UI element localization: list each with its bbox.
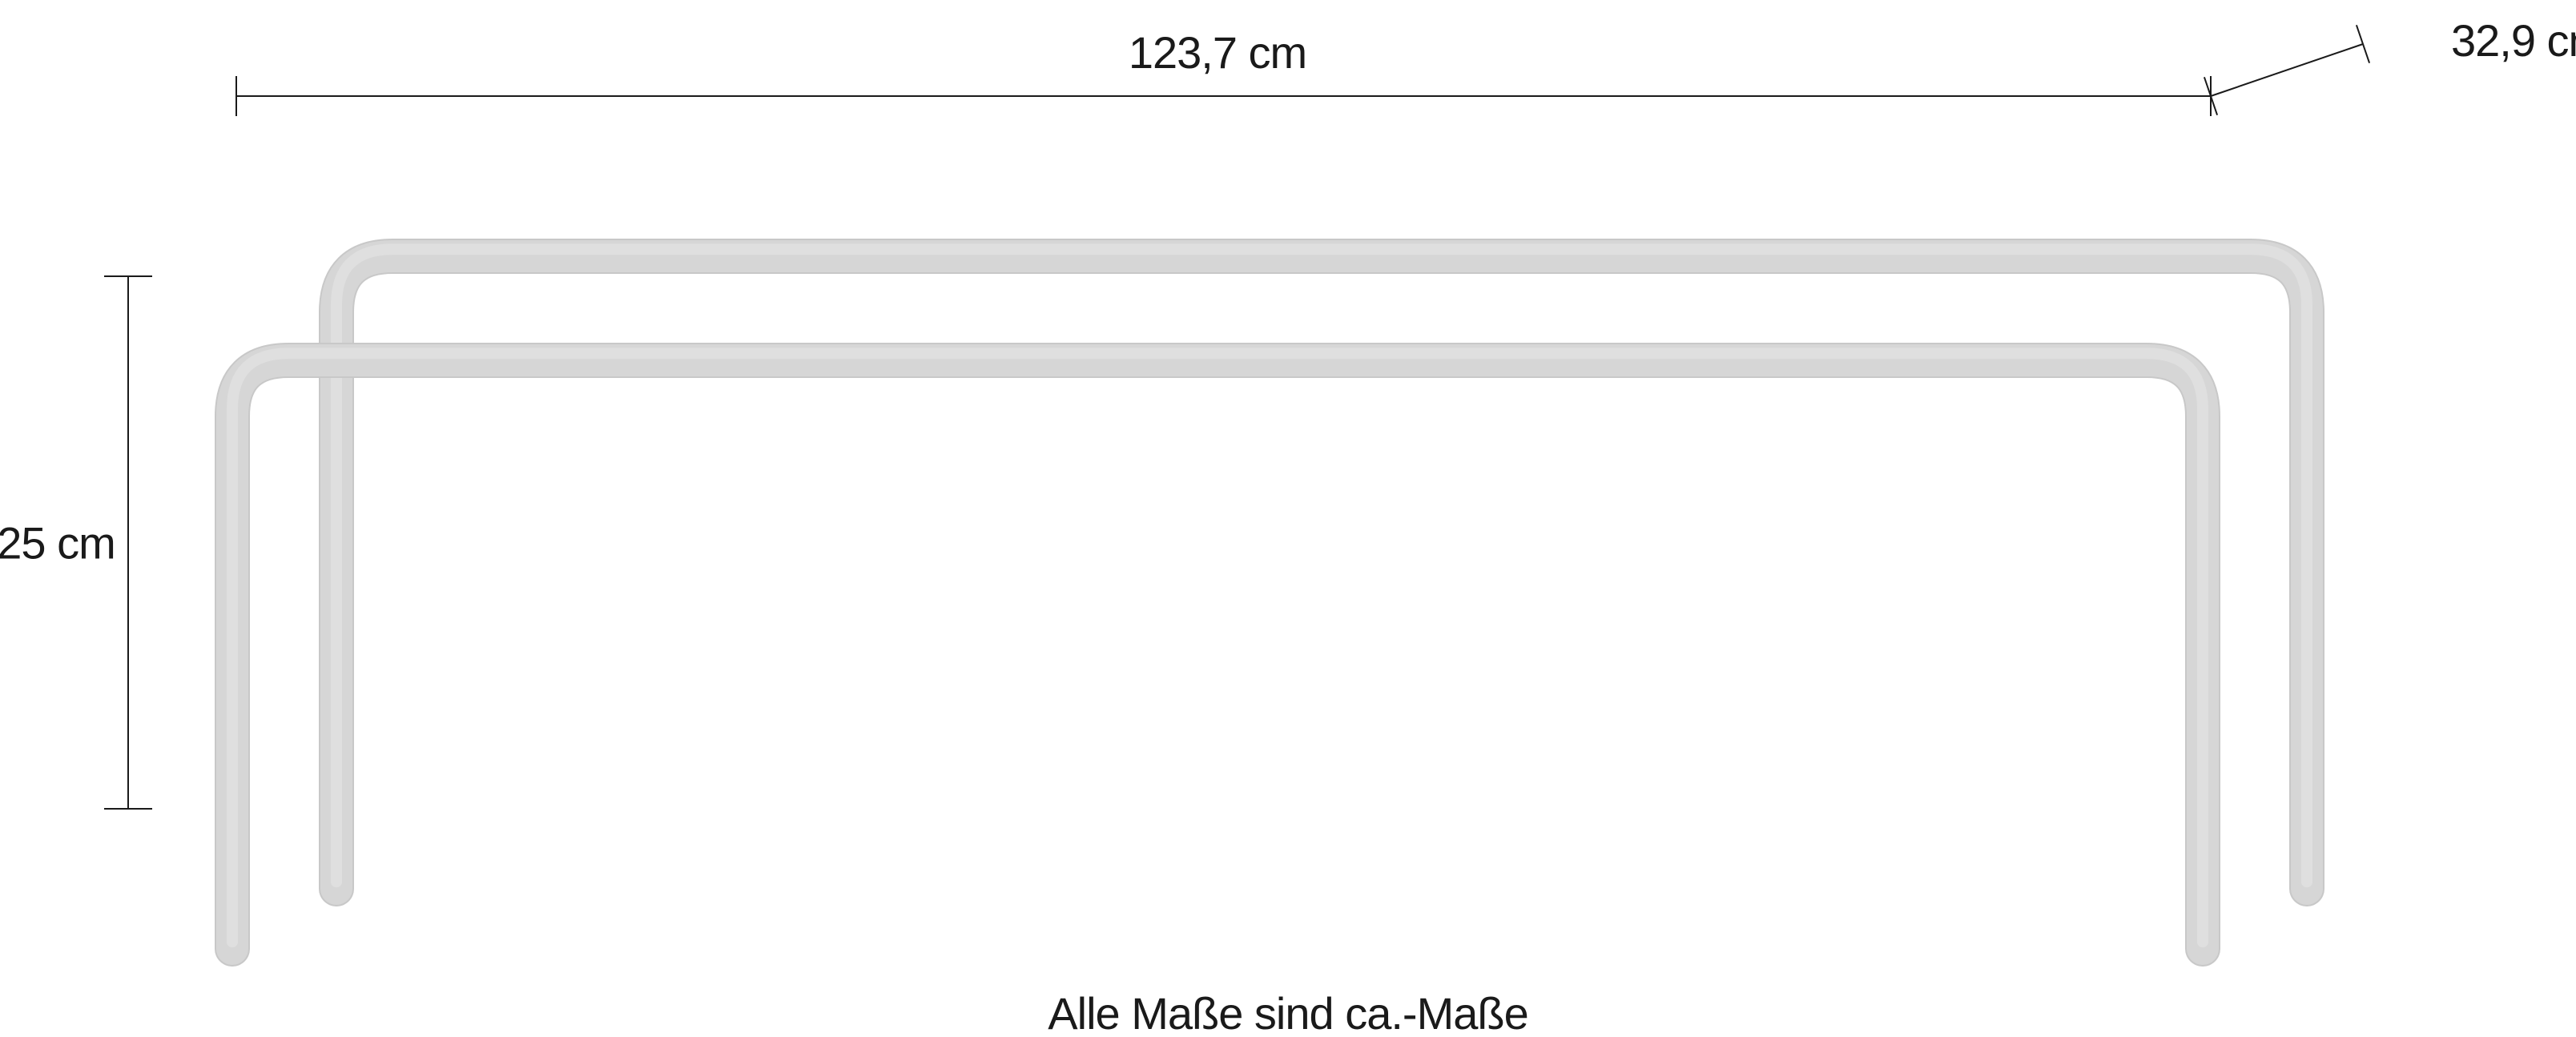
- dimension-diagram: 123,7 cm 32,9 cm 25 cm Alle Maße sind ca…: [0, 0, 2576, 1037]
- dimension-width: 123,7 cm: [236, 27, 2211, 116]
- dimension-width-label: 123,7 cm: [1129, 27, 1306, 78]
- dimension-height: 25 cm: [0, 276, 152, 809]
- dimension-depth-label: 32,9 cm: [2451, 15, 2576, 66]
- diagram-stage: 123,7 cm 32,9 cm 25 cm Alle Maße sind ca…: [0, 0, 2576, 1037]
- dimension-depth: 32,9 cm: [2204, 15, 2576, 115]
- frame-front-rail: [232, 353, 2203, 949]
- footer-note: Alle Maße sind ca.-Maße: [1048, 988, 1527, 1037]
- dimension-height-label: 25 cm: [0, 518, 115, 569]
